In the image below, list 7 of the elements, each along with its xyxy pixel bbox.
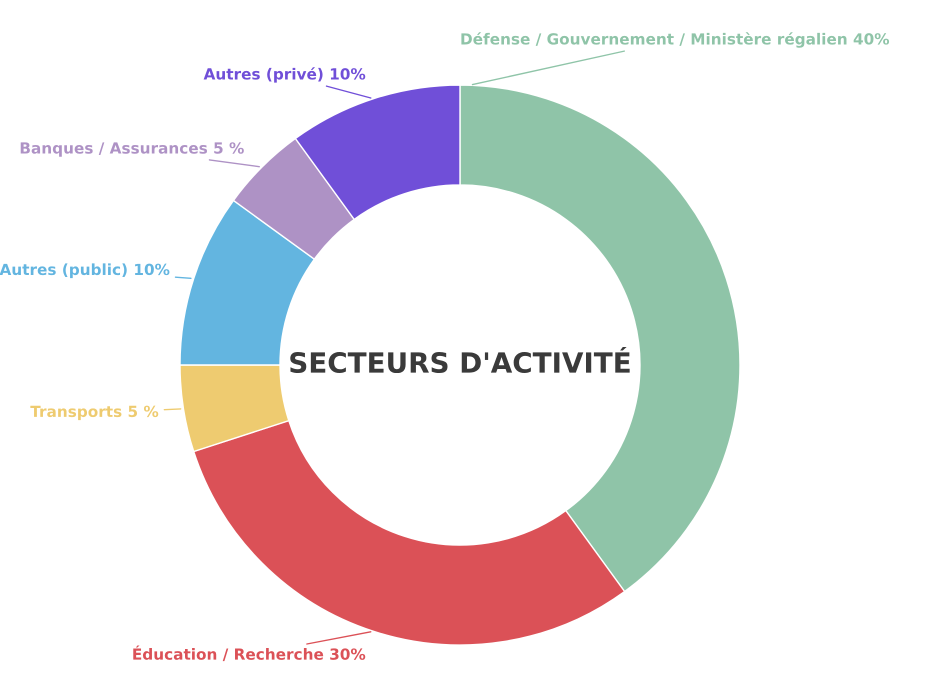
slice-label: Éducation / Recherche 30%	[133, 646, 366, 662]
slice-label: Défense / Gouvernement / Ministère régalien 40%	[461, 32, 890, 48]
slice-label: Transports 5 %	[30, 406, 158, 420]
slice-label: Banques / Assurances 5 %	[20, 142, 244, 157]
text: SECTEURS D'ACTIVITÉ	[290, 346, 630, 374]
slice-label: Autres (public) 10%	[0, 263, 170, 278]
slice-label: Autres (privé) 10%	[204, 67, 366, 83]
